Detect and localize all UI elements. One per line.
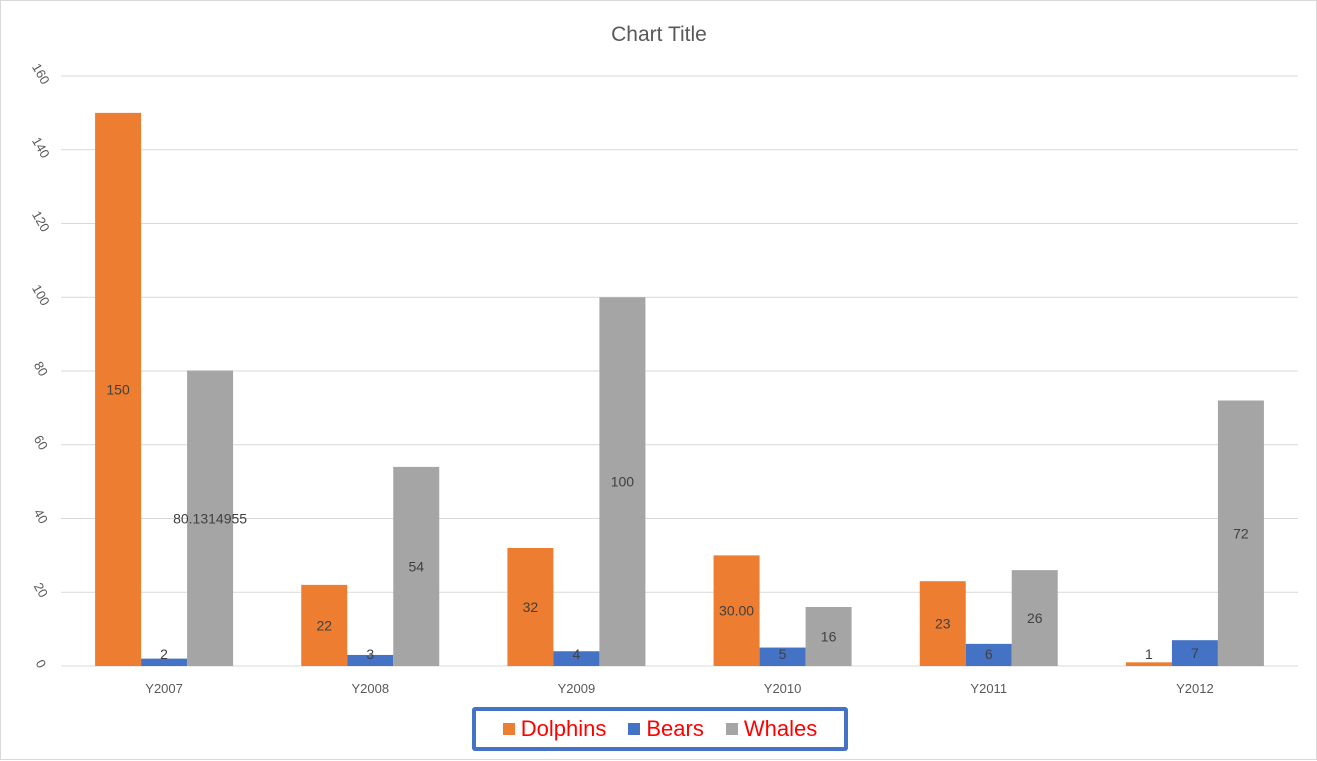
legend-swatch	[628, 723, 641, 735]
bar-bears	[141, 658, 188, 666]
y-tick-label: 140	[29, 134, 53, 160]
x-tick-label: Y2010	[764, 681, 802, 696]
data-label: 100	[611, 474, 635, 490]
bar-dolphins	[919, 581, 966, 666]
y-tick-label: 0	[33, 657, 50, 671]
data-label: 16	[821, 629, 837, 645]
bar-dolphins	[95, 112, 142, 666]
bar-bears	[965, 643, 1012, 666]
bar-whales	[393, 466, 440, 666]
y-tick-label: 120	[29, 208, 53, 234]
bar-whales	[1011, 570, 1058, 666]
legend-label: Bears	[646, 716, 704, 741]
bar-whales	[599, 297, 646, 666]
bar-bears	[347, 654, 394, 666]
bar-bears	[553, 651, 600, 666]
data-label: 7	[1191, 645, 1199, 661]
data-label: 72	[1233, 525, 1249, 541]
data-label: 22	[316, 617, 332, 633]
y-tick-label: 100	[29, 282, 53, 308]
data-label: 4	[573, 646, 581, 662]
data-label: 150	[106, 381, 130, 397]
x-tick-label: Y2008	[351, 681, 389, 696]
data-label: 2	[160, 646, 168, 662]
legend: Dolphins Bears Whales	[472, 707, 848, 751]
x-tick-label: Y2011	[970, 681, 1007, 696]
data-label: 30.00	[719, 603, 754, 619]
data-label: 80.1314955	[173, 510, 247, 526]
legend-item-dolphins: Dolphins	[502, 716, 607, 742]
x-tick-label: Y2009	[558, 681, 596, 696]
x-tick-label: Y2012	[1176, 681, 1214, 696]
legend-item-bears: Bears	[628, 716, 704, 742]
legend-swatch	[502, 723, 515, 735]
legend-label: Whales	[743, 716, 818, 741]
bar-bears	[1171, 640, 1218, 666]
legend-label: Dolphins	[520, 716, 607, 741]
chart-title: Chart Title	[611, 23, 707, 46]
data-label: 1	[1145, 646, 1153, 662]
data-label: 23	[935, 616, 951, 632]
bar-dolphins	[713, 555, 760, 666]
bar-bears	[759, 647, 806, 666]
bar-dolphins	[301, 584, 348, 666]
y-tick-label: 40	[31, 506, 51, 526]
y-tick-label: 80	[31, 359, 51, 379]
x-tick-label: Y2007	[145, 681, 183, 696]
legend-item-whales: Whales	[725, 716, 818, 742]
data-label: 3	[366, 646, 374, 662]
data-label: 32	[523, 599, 539, 615]
bar-dolphins	[1125, 662, 1172, 666]
y-tick-label: 160	[29, 61, 53, 87]
y-tick-label: 20	[31, 580, 51, 600]
bar-whales	[187, 370, 234, 666]
bar-whales	[805, 607, 852, 666]
data-label: 54	[408, 558, 424, 574]
bar-dolphins	[507, 548, 554, 666]
data-label: 5	[779, 646, 787, 662]
bar-whales	[1217, 400, 1264, 666]
data-label: 26	[1027, 610, 1043, 626]
y-tick-label: 60	[31, 432, 51, 452]
legend-swatch	[725, 723, 738, 735]
data-label: 6	[985, 646, 993, 662]
